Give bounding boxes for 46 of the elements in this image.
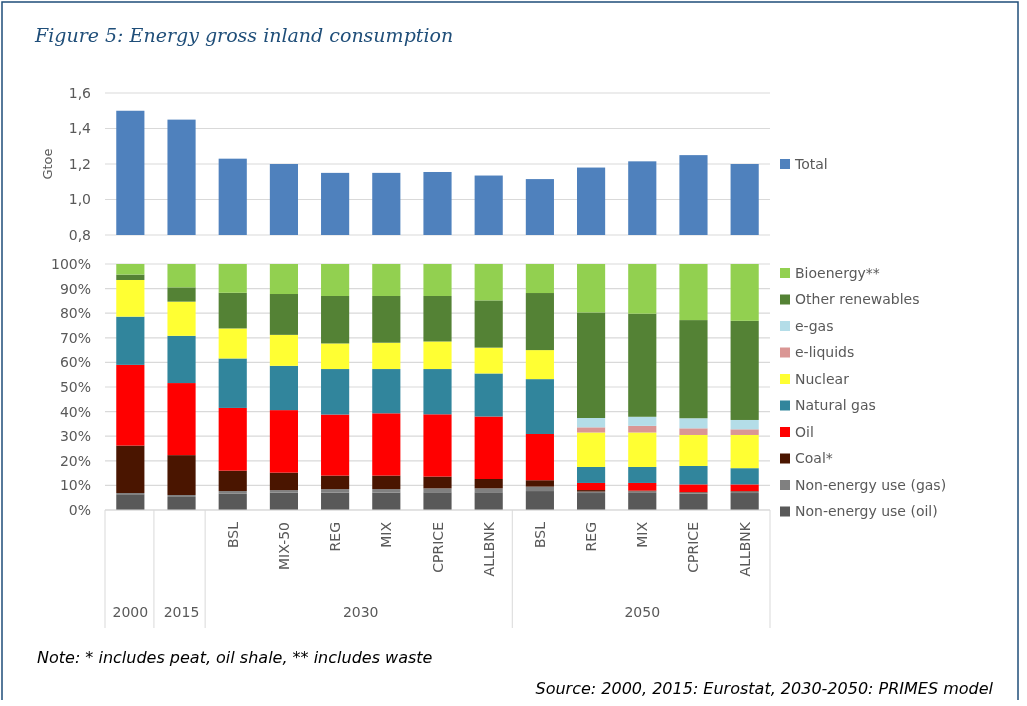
y-tick-label: 0% [68,501,91,518]
text: 2015 [163,604,200,620]
legend-label: Non-energy use (gas) [795,476,947,493]
legend-label: Bioenergy** [795,264,880,281]
legend-label: Nuclear [795,370,850,387]
legend-label: Coal* [795,450,833,467]
x-tick-label: ALLBNK [736,521,753,577]
source-note: Source: 2000, 2015: Eurostat, 2030-2050: PRIMES model [535,679,994,698]
x-tick-label: REG [583,522,600,552]
y-tick-label: 70% [59,329,91,346]
legend-label: Oil [795,423,814,440]
y-tick-label: 1,6 [68,84,92,101]
x-tick-label: ALLBNK [480,521,497,577]
x-tick-label: MIX-50 [275,522,292,570]
legend-label: e-liquids [795,344,855,361]
text: 2050 [624,604,661,620]
y-tick-label: 100% [50,255,91,272]
legend-label: Other renewables [795,291,920,308]
y-tick-label: 1,4 [68,120,92,137]
legend-label: Total [794,155,828,172]
x-tick-label: BSL [531,521,548,549]
y-tick-label: 90% [59,280,91,297]
x-tick-label: MIX [378,521,395,548]
y-tick-label: 1,2 [68,155,91,172]
legend-label: e-gas [795,317,834,334]
x-tick-label: CPRICE [685,522,702,573]
y-tick-label: 20% [59,452,91,469]
y-tick-label: 30% [59,428,91,445]
x-tick-label: MIX [634,521,651,548]
legend-label: Non-energy use (oil) [795,503,938,520]
x-tick-label: BSL [224,521,241,549]
y-tick-label: 0,8 [68,226,91,243]
legend-label: Natural gas [795,397,876,414]
y-tick-label: 40% [59,403,91,420]
text: 2000 [112,604,149,620]
y-tick-label: 50% [59,378,91,395]
y-tick-label: 80% [59,305,91,322]
text: 2030 [342,604,379,620]
y-axis-title: Gtoe [40,148,55,180]
y-tick-label: 1,0 [68,191,91,208]
chart-title: Figure 5: Energy gross inland consumption [34,24,454,46]
x-tick-label: REG [327,522,344,552]
text: Note: * includes peat, oil shale, ** includes waste [37,648,433,667]
y-tick-label: 10% [59,477,91,494]
y-tick-label: 60% [59,354,91,371]
x-tick-label: CPRICE [429,522,446,573]
